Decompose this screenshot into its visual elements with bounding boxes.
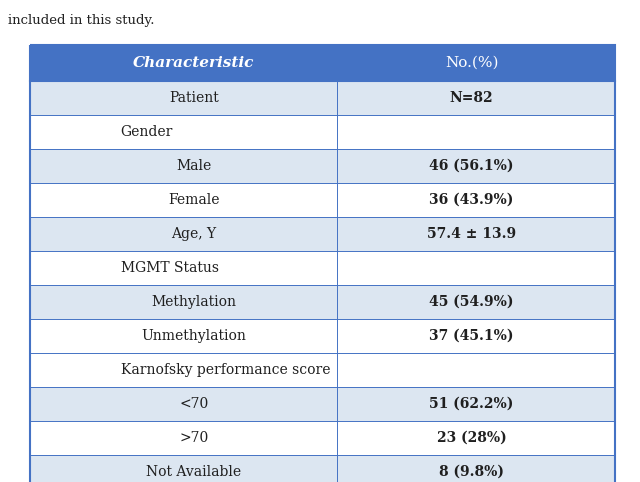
Bar bbox=[30, 217, 615, 251]
Text: 46 (56.1%): 46 (56.1%) bbox=[429, 159, 514, 173]
Bar bbox=[30, 353, 615, 387]
Bar bbox=[30, 319, 615, 353]
Text: Unmethylation: Unmethylation bbox=[141, 329, 246, 343]
Text: Karnofsky performance score: Karnofsky performance score bbox=[121, 363, 330, 377]
Text: MGMT Status: MGMT Status bbox=[121, 261, 219, 275]
Bar bbox=[30, 81, 615, 115]
Text: 45 (54.9%): 45 (54.9%) bbox=[429, 295, 514, 309]
Text: Gender: Gender bbox=[121, 125, 173, 139]
Bar bbox=[30, 421, 615, 455]
Bar bbox=[30, 285, 615, 319]
Bar bbox=[30, 251, 615, 285]
Text: Female: Female bbox=[168, 193, 220, 207]
Text: N=82: N=82 bbox=[450, 91, 493, 105]
Text: <70: <70 bbox=[179, 397, 209, 411]
Text: 8 (9.8%): 8 (9.8%) bbox=[439, 465, 504, 479]
Text: 36 (43.9%): 36 (43.9%) bbox=[429, 193, 514, 207]
Text: >70: >70 bbox=[179, 431, 209, 445]
Text: Not Available: Not Available bbox=[146, 465, 241, 479]
Text: 23 (28%): 23 (28%) bbox=[437, 431, 506, 445]
Text: Male: Male bbox=[176, 159, 211, 173]
Bar bbox=[30, 45, 615, 81]
Text: Age, Y: Age, Y bbox=[172, 227, 216, 241]
Bar bbox=[30, 149, 615, 183]
Text: Characteristic: Characteristic bbox=[133, 56, 255, 70]
Text: Patient: Patient bbox=[169, 91, 219, 105]
Text: included in this study.: included in this study. bbox=[8, 14, 154, 27]
Bar bbox=[30, 455, 615, 482]
Bar bbox=[30, 387, 615, 421]
Text: 57.4 ± 13.9: 57.4 ± 13.9 bbox=[427, 227, 516, 241]
Text: No.(%): No.(%) bbox=[445, 56, 499, 70]
Bar bbox=[30, 183, 615, 217]
Text: 51 (62.2%): 51 (62.2%) bbox=[429, 397, 514, 411]
Bar bbox=[30, 115, 615, 149]
Text: Methylation: Methylation bbox=[151, 295, 236, 309]
Text: 37 (45.1%): 37 (45.1%) bbox=[429, 329, 514, 343]
